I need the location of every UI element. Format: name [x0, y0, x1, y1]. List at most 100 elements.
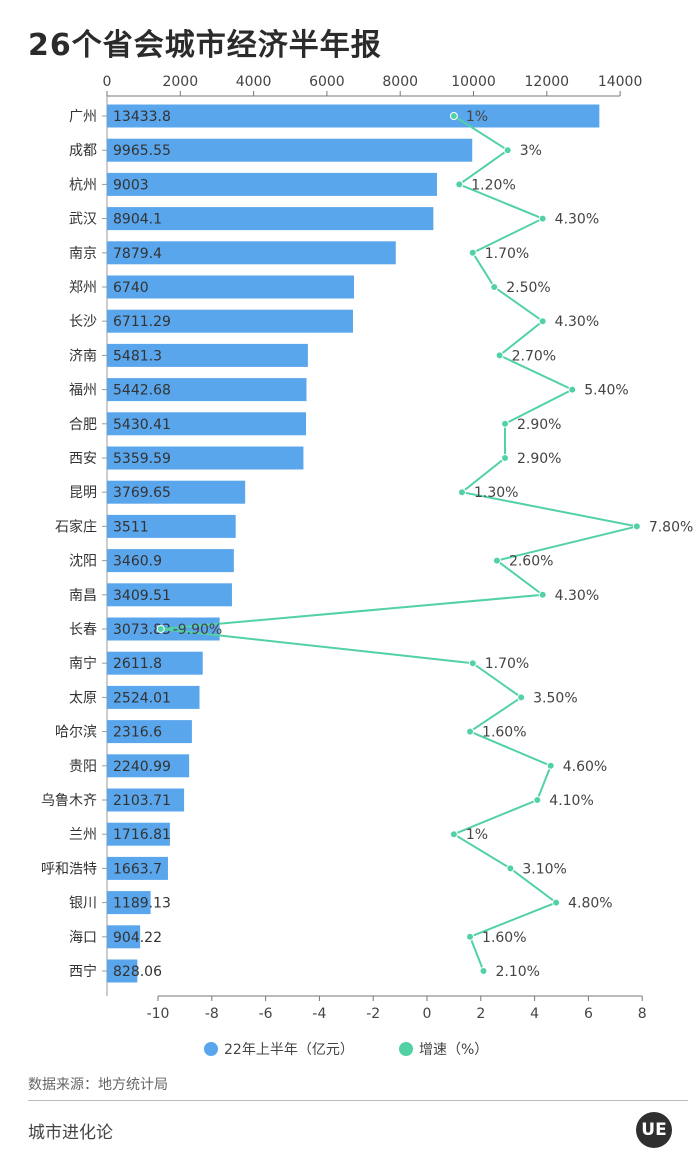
bar-value-label: 2240.99 — [113, 759, 171, 775]
bottom-axis-tick-label: 4 — [530, 1006, 539, 1022]
legend-line-label: 增速（%） — [419, 1042, 488, 1058]
bar-value-label: 2103.71 — [113, 793, 171, 809]
category-label: 广州 — [69, 109, 97, 125]
growth-value-label: -9.90% — [173, 622, 223, 638]
growth-value-label: 1% — [466, 827, 488, 843]
top-axis-tick-label: 12000 — [525, 74, 570, 90]
category-label: 南昌 — [69, 588, 97, 604]
top-axis-tick-label: 14000 — [598, 74, 643, 90]
growth-point — [501, 419, 510, 428]
bar — [107, 241, 396, 265]
category-label: 杭州 — [69, 177, 97, 193]
bar-value-label: 2524.01 — [113, 690, 171, 706]
divider — [28, 1100, 688, 1101]
growth-value-label: 4.60% — [563, 759, 607, 775]
bar — [107, 651, 203, 675]
growth-value-label: 3% — [520, 143, 542, 159]
bar — [107, 275, 355, 299]
bar-value-label: 13433.8 — [113, 109, 171, 125]
growth-point — [490, 283, 499, 291]
bar-value-label: 828.06 — [113, 964, 162, 980]
bar-value-label: 904.22 — [113, 930, 162, 946]
category-label: 南京 — [69, 246, 97, 262]
bottom-axis-tick-label: 0 — [423, 1006, 432, 1022]
growth-point — [568, 385, 577, 394]
bar — [107, 480, 246, 504]
growth-value-label: 2.70% — [512, 348, 556, 364]
growth-point — [492, 556, 501, 565]
category-label: 郑州 — [69, 280, 97, 296]
category-label: 南宁 — [69, 655, 97, 672]
category-label: 福州 — [69, 383, 97, 399]
growth-value-label: 5.40% — [584, 383, 628, 399]
growth-value-label: 2.10% — [495, 964, 539, 980]
growth-value-label: 3.10% — [522, 861, 566, 877]
legend: 22年上半年（亿元） 增速（%） — [204, 1042, 488, 1058]
bar — [107, 412, 307, 436]
category-label: 银川 — [69, 896, 97, 912]
growth-value-label: 4.30% — [555, 212, 599, 228]
growth-point — [457, 488, 466, 497]
growth-point — [506, 864, 515, 873]
bar — [107, 207, 434, 231]
legend-line-marker — [399, 1042, 413, 1056]
growth-value-label: 1.30% — [474, 485, 518, 501]
brand-logo: UE — [636, 1112, 672, 1148]
growth-value-label: 7.80% — [649, 519, 693, 535]
growth-point — [468, 248, 477, 257]
category-label: 长沙 — [69, 314, 97, 330]
growth-point — [449, 830, 458, 839]
bar — [107, 788, 185, 812]
bar-value-label: 1189.13 — [113, 896, 171, 912]
bar-value-label: 1716.81 — [113, 827, 171, 843]
growth-value-label: 4.10% — [549, 793, 593, 809]
bar — [107, 138, 473, 162]
legend-bar-marker — [204, 1042, 218, 1056]
bottom-axis-tick-label: -2 — [366, 1006, 380, 1022]
category-label: 昆明 — [69, 485, 97, 501]
chart-title: 26个省会城市经济半年报 — [28, 28, 382, 63]
growth-point — [632, 522, 641, 531]
growth-point — [156, 625, 165, 633]
top-axis-tick-label: 10000 — [451, 74, 496, 90]
bar — [107, 685, 200, 709]
bar-value-label: 1663.7 — [113, 861, 162, 877]
bar-value-label: 5442.68 — [113, 383, 171, 399]
bottom-axis-tick-label: -4 — [312, 1006, 326, 1022]
bar — [107, 309, 353, 333]
growth-value-label: 2.60% — [509, 554, 553, 570]
growth-value-label: 1.60% — [482, 930, 526, 946]
growth-point — [449, 112, 458, 120]
bar-value-label: 5430.41 — [113, 417, 171, 433]
growth-point — [538, 317, 547, 326]
bar — [107, 514, 236, 538]
bar-value-label: 2611.8 — [113, 656, 162, 672]
growth-point — [538, 214, 547, 223]
top-axis-tick-label: 4000 — [236, 74, 272, 90]
growth-point — [517, 693, 526, 702]
growth-value-label: 2.50% — [506, 280, 550, 296]
category-label: 西安 — [69, 451, 97, 467]
bar-value-label: 7879.4 — [113, 246, 162, 262]
growth-point — [466, 727, 475, 736]
category-label: 哈尔滨 — [55, 725, 97, 741]
category-label: 成都 — [69, 143, 97, 159]
category-label: 西宁 — [69, 963, 97, 980]
bar — [107, 959, 138, 983]
bar-value-label: 9965.55 — [113, 143, 171, 159]
growth-value-label: 3.50% — [533, 690, 577, 706]
growth-point — [495, 351, 504, 360]
bar-value-label: 8904.1 — [113, 212, 162, 228]
category-label: 武汉 — [69, 212, 97, 228]
category-label: 合肥 — [69, 417, 97, 433]
bar-value-label: 6740 — [113, 280, 149, 296]
bar — [107, 891, 151, 915]
bottom-axis-tick-label: 2 — [476, 1006, 485, 1022]
category-label: 兰州 — [69, 827, 97, 843]
bar-value-label: 3073.83 — [113, 622, 171, 638]
data-source: 数据来源：地方统计局 — [28, 1077, 168, 1093]
category-label: 沈阳 — [69, 554, 97, 570]
bar — [107, 343, 308, 367]
growth-value-label: 2.90% — [517, 417, 561, 433]
growth-value-label: 1.20% — [471, 177, 515, 193]
